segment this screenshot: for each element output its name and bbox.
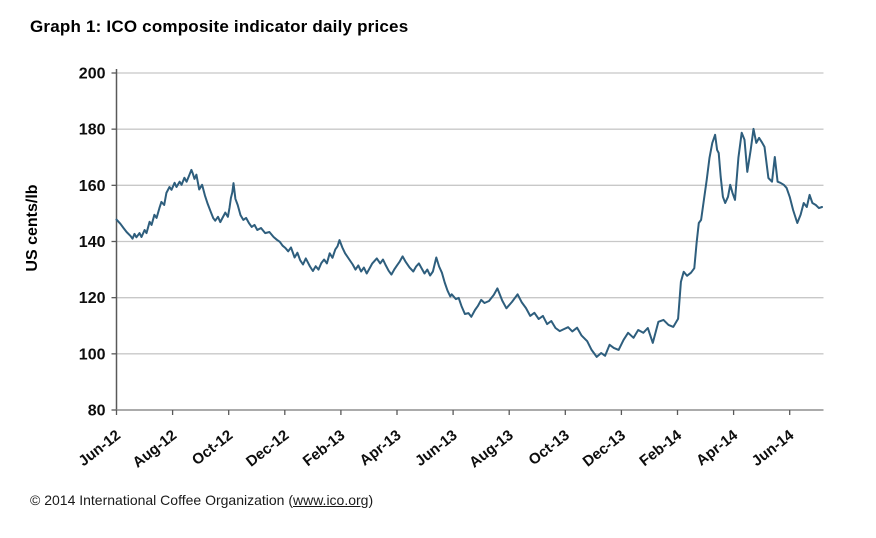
copyright-suffix: ) [368,492,374,508]
price-line [115,127,823,358]
y-tick-label: 200 [79,66,106,83]
y-tick-label: 180 [79,122,106,139]
x-tick-label: Jun-12 [75,427,124,470]
y-tick-label: 80 [88,403,106,420]
copyright-prefix: © 2014 International Coffee Organization… [30,492,293,508]
x-tick-label: Jun-14 [749,426,798,470]
x-tick-label: Apr-13 [357,427,405,470]
x-tick-label: Dec-12 [243,427,292,471]
ico-org-link[interactable]: www.ico.org [293,492,369,508]
x-tick-label: Oct-13 [526,427,573,469]
x-tick-label: Aug-13 [466,427,517,472]
y-tick-label: 160 [79,178,106,195]
y-tick-label: 140 [79,234,106,251]
copyright-text: © 2014 International Coffee Organization… [30,492,373,508]
x-tick-label: Feb-13 [300,427,349,470]
chart-title: Graph 1: ICO composite indicator daily p… [30,17,409,36]
x-tick-label: Feb-14 [636,426,685,470]
x-tick-label: Apr-14 [693,426,741,469]
x-tick-label: Dec-13 [580,427,629,471]
x-tick-label: Oct-12 [189,427,236,469]
y-tick-label: 120 [79,290,106,307]
y-tick-label: 100 [79,346,106,363]
x-tick-label: Jun-13 [412,427,461,470]
x-tick-label: Aug-12 [130,427,181,472]
